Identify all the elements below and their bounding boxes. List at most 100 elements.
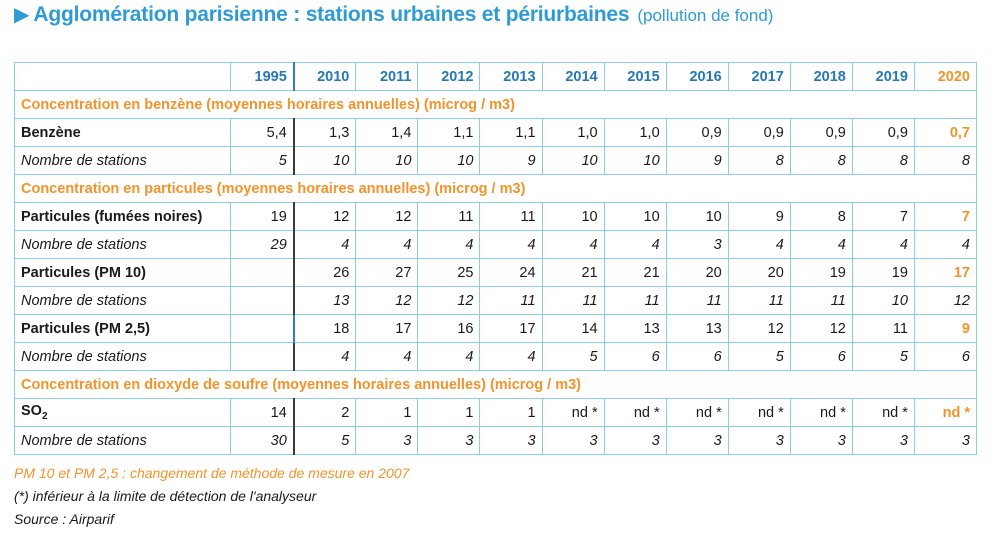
value-cell-2014: 10 [541, 146, 605, 175]
value-cell-1995: 29 [230, 230, 295, 259]
row-label: Nombre de stations [13, 230, 232, 259]
value-cell-2017: 0,9 [727, 118, 791, 147]
section-title: Concentration en dioxyde de soufre (moye… [14, 370, 977, 399]
value-cell-2011: 1 [355, 398, 419, 427]
section-header-row: Concentration en dioxyde de soufre (moye… [14, 370, 977, 399]
stations-row: Nombre de stations 4 4 4 4 5 6 6 5 6 5 6 [13, 342, 978, 371]
year-header-2013: 2013 [479, 62, 543, 91]
year-header-2019: 2019 [851, 62, 915, 91]
year-header-2012: 2012 [417, 62, 481, 91]
value-cell-2010: 1,3 [292, 118, 357, 147]
value-cell-2017: 20 [727, 258, 791, 287]
value-cell-2015: 10 [603, 146, 667, 175]
value-cell-2020: 3 [913, 426, 978, 455]
value-cell-2018: 12 [789, 314, 853, 343]
year-header-2014: 2014 [541, 62, 605, 91]
title-subtitle: (pollution de fond) [637, 6, 774, 25]
value-cell-2020: 4 [913, 230, 978, 259]
value-cell-2012: 12 [417, 286, 481, 315]
value-cell-2020: 0,7 [913, 118, 978, 147]
value-cell-2015: 1,0 [603, 118, 667, 147]
year-header-2010: 2010 [292, 62, 357, 91]
value-cell-2012: 1 [417, 398, 481, 427]
value-cell-2014: 10 [541, 202, 605, 231]
value-cell-2018: 0,9 [789, 118, 853, 147]
value-cell-2012: 3 [417, 426, 481, 455]
value-cell-2011: 27 [355, 258, 419, 287]
value-cell-2017: nd * [727, 398, 791, 427]
stations-row: Nombre de stations 30 5 3 3 3 3 3 3 3 3 3 3 [13, 426, 978, 455]
value-cell-2010: 18 [292, 314, 357, 343]
value-cell-2012: 4 [417, 342, 481, 371]
stations-row: Nombre de stations 13 12 12 11 11 11 11 11 11 10 12 [13, 286, 978, 315]
value-cell-2020: 7 [913, 202, 978, 231]
year-header-2011: 2011 [355, 62, 419, 91]
value-cell-2018: 11 [789, 286, 853, 315]
value-cell-2013: 11 [479, 286, 543, 315]
value-cell-2020: 9 [913, 314, 978, 343]
value-cell-2017: 9 [727, 202, 791, 231]
section-title: Concentration en benzène (moyennes horai… [14, 90, 977, 119]
measure-row: Particules (PM 2,5) 18 17 16 17 14 13 13 12 12 11 9 [13, 314, 978, 343]
triangle-right-icon: ▶ [14, 4, 30, 26]
row-label: Nombre de stations [13, 426, 232, 455]
value-cell-2017: 5 [727, 342, 791, 371]
section-title: Concentration en particules (moyennes ho… [14, 174, 977, 203]
value-cell-2010: 4 [292, 230, 357, 259]
value-cell-1995 [230, 258, 295, 287]
value-cell-2012: 10 [417, 146, 481, 175]
value-cell-2013: 24 [479, 258, 543, 287]
value-cell-2010: 13 [292, 286, 357, 315]
year-header-1995: 1995 [230, 62, 295, 91]
section-header-row: Concentration en particules (moyennes ho… [14, 174, 977, 203]
value-cell-2014: 11 [541, 286, 605, 315]
value-cell-2011: 4 [355, 342, 419, 371]
value-cell-2017: 4 [727, 230, 791, 259]
value-cell-2017: 3 [727, 426, 791, 455]
value-cell-2014: nd * [541, 398, 605, 427]
page-title: ▶ Agglomération parisienne : stations ur… [14, 2, 773, 38]
value-cell-2011: 1,4 [355, 118, 419, 147]
value-cell-2019: 19 [851, 258, 915, 287]
value-cell-2016: 9 [665, 146, 729, 175]
value-cell-2016: nd * [665, 398, 729, 427]
value-cell-2012: 11 [417, 202, 481, 231]
value-cell-2020: 12 [913, 286, 978, 315]
year-header-2018: 2018 [789, 62, 853, 91]
value-cell-2015: 3 [603, 426, 667, 455]
stations-row: Nombre de stations 5 10 10 10 9 10 10 9 8 8 8 8 [13, 146, 978, 175]
value-cell-2019: 3 [851, 426, 915, 455]
value-cell-2019: 10 [851, 286, 915, 315]
value-cell-2013: 1 [479, 398, 543, 427]
row-label: Nombre de stations [13, 286, 232, 315]
value-cell-2011: 4 [355, 230, 419, 259]
value-cell-2015: nd * [603, 398, 667, 427]
value-cell-2017: 8 [727, 146, 791, 175]
value-cell-1995 [230, 314, 295, 343]
value-cell-2019: 0,9 [851, 118, 915, 147]
row-label-text: SO [21, 403, 42, 420]
value-cell-2016: 6 [665, 342, 729, 371]
value-cell-2012: 4 [417, 230, 481, 259]
value-cell-2013: 3 [479, 426, 543, 455]
value-cell-2020: 17 [913, 258, 978, 287]
value-cell-2013: 4 [479, 342, 543, 371]
row-label: Particules (fumées noires) [13, 202, 232, 231]
footnotes: PM 10 et PM 2,5 : changement de méthode … [14, 462, 409, 531]
value-cell-1995: 14 [230, 398, 295, 427]
value-cell-2014: 14 [541, 314, 605, 343]
value-cell-2019: nd * [851, 398, 915, 427]
value-cell-2013: 4 [479, 230, 543, 259]
value-cell-2011: 10 [355, 146, 419, 175]
value-cell-2016: 3 [665, 230, 729, 259]
table-header-row: 1995 2010 2011 2012 2013 2014 2015 2016 2017 2018… [13, 62, 978, 91]
row-label: Benzène [13, 118, 232, 147]
value-cell-2013: 11 [479, 202, 543, 231]
value-cell-1995 [230, 342, 295, 371]
measure-row: Particules (fumées noires) 19 12 12 11 11 10 10… [13, 202, 978, 231]
row-label: Nombre de stations [13, 146, 232, 175]
value-cell-2010: 10 [292, 146, 357, 175]
row-label: SO2 [13, 398, 232, 427]
value-cell-2013: 9 [479, 146, 543, 175]
